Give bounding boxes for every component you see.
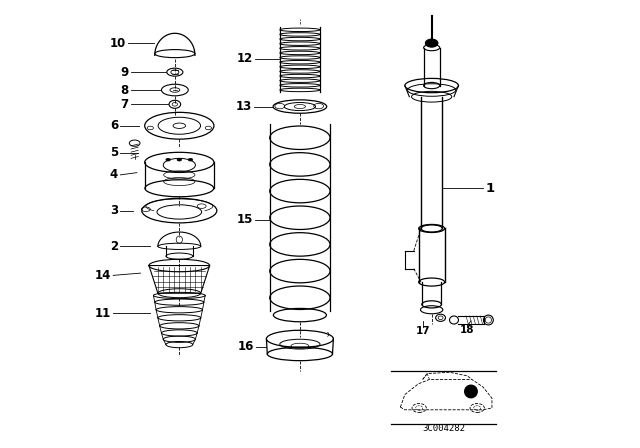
Text: 8: 8: [120, 83, 129, 96]
Text: 14: 14: [95, 269, 111, 282]
Circle shape: [465, 385, 477, 398]
Text: 13: 13: [236, 100, 252, 113]
Text: 6: 6: [110, 119, 118, 132]
Text: 3C004282: 3C004282: [422, 425, 465, 434]
Text: 3: 3: [110, 204, 118, 217]
Ellipse shape: [177, 158, 182, 161]
Ellipse shape: [426, 39, 438, 47]
Text: 5: 5: [110, 146, 118, 159]
Text: 1: 1: [485, 182, 494, 195]
Text: 11: 11: [95, 307, 111, 320]
Text: 16: 16: [237, 340, 254, 353]
Text: 18: 18: [460, 325, 475, 335]
Text: 7: 7: [121, 98, 129, 111]
Ellipse shape: [166, 158, 170, 161]
Text: 15: 15: [237, 213, 253, 226]
Text: 9: 9: [120, 66, 129, 79]
Text: 10: 10: [109, 37, 125, 50]
Text: 12: 12: [237, 52, 253, 65]
Ellipse shape: [188, 158, 193, 161]
Text: 4: 4: [110, 168, 118, 181]
Text: 2: 2: [110, 240, 118, 253]
Text: 17: 17: [415, 326, 430, 336]
